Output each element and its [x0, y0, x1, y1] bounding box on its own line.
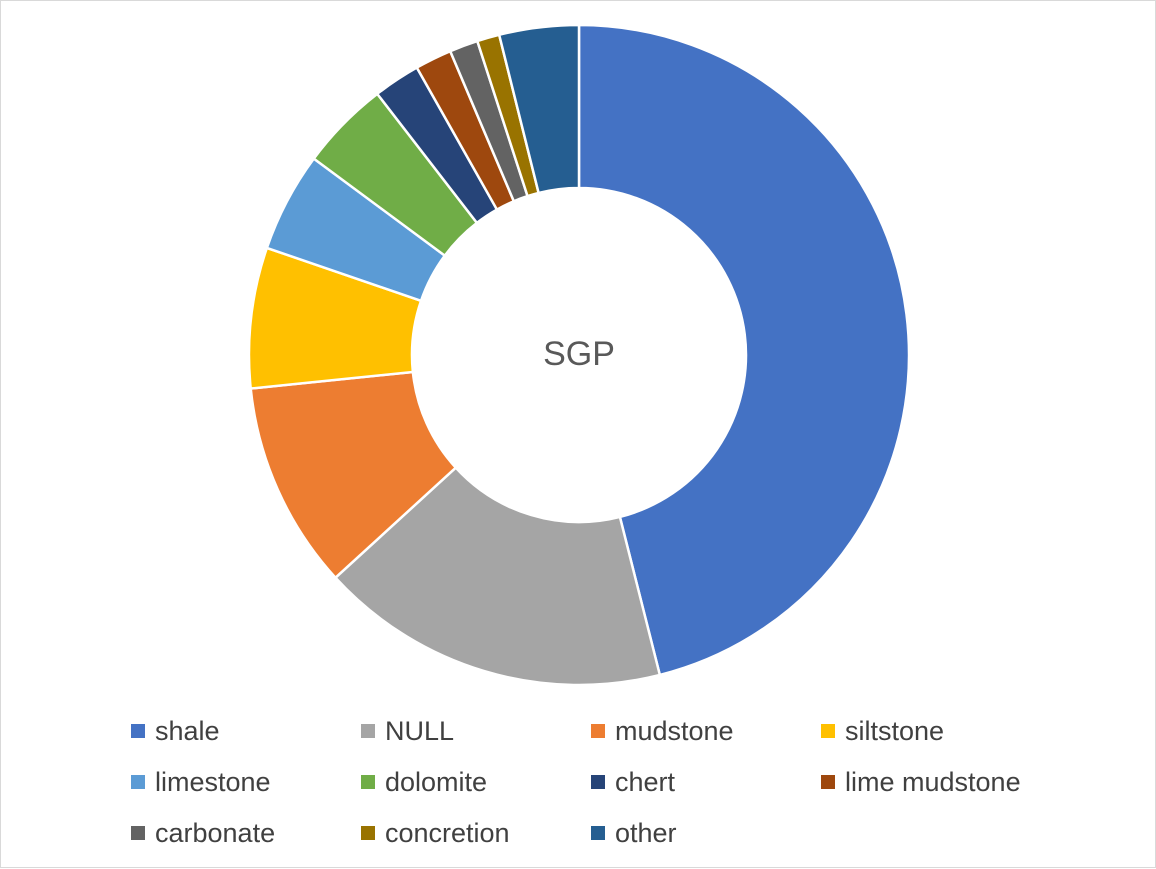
legend-item: siltstone — [821, 713, 944, 749]
slice-other — [497, 23, 581, 195]
legend-item: dolomite — [361, 764, 487, 800]
chart-title: SGP — [543, 335, 615, 373]
legend-swatch — [131, 775, 145, 789]
legend-swatch — [591, 775, 605, 789]
legend-swatch — [591, 724, 605, 738]
legend-label: other — [615, 817, 677, 848]
legend-item: concretion — [361, 815, 510, 851]
legend-label: lime mudstone — [845, 766, 1021, 797]
legend-swatch — [821, 724, 835, 738]
legend-swatch — [591, 826, 605, 840]
legend-label: siltstone — [845, 715, 945, 746]
legend-item: mudstone — [591, 713, 734, 749]
legend-label: chert — [615, 766, 676, 797]
legend-label: shale — [155, 715, 220, 746]
legend-item: lime mudstone — [821, 764, 1021, 800]
legend-swatch — [361, 775, 375, 789]
legend-item: other — [591, 815, 677, 851]
legend-swatch — [131, 826, 145, 840]
legend-label: carbonate — [155, 817, 276, 848]
legend-swatch — [131, 724, 145, 738]
legend-label: mudstone — [615, 715, 734, 746]
legend-item: limestone — [131, 764, 271, 800]
legend-item: NULL — [361, 713, 454, 749]
slice-null — [333, 465, 662, 687]
legend-swatch — [361, 826, 375, 840]
legend-label: NULL — [385, 715, 455, 746]
legend-swatch — [361, 724, 375, 738]
legend-label: dolomite — [385, 766, 488, 797]
legend-swatch — [821, 775, 835, 789]
legend-label: concretion — [385, 817, 510, 848]
legend-item: shale — [131, 713, 220, 749]
legend-item: carbonate — [131, 815, 275, 851]
slice-shale — [577, 23, 911, 677]
legend-item: chert — [591, 764, 675, 800]
legend-label: limestone — [155, 766, 271, 797]
